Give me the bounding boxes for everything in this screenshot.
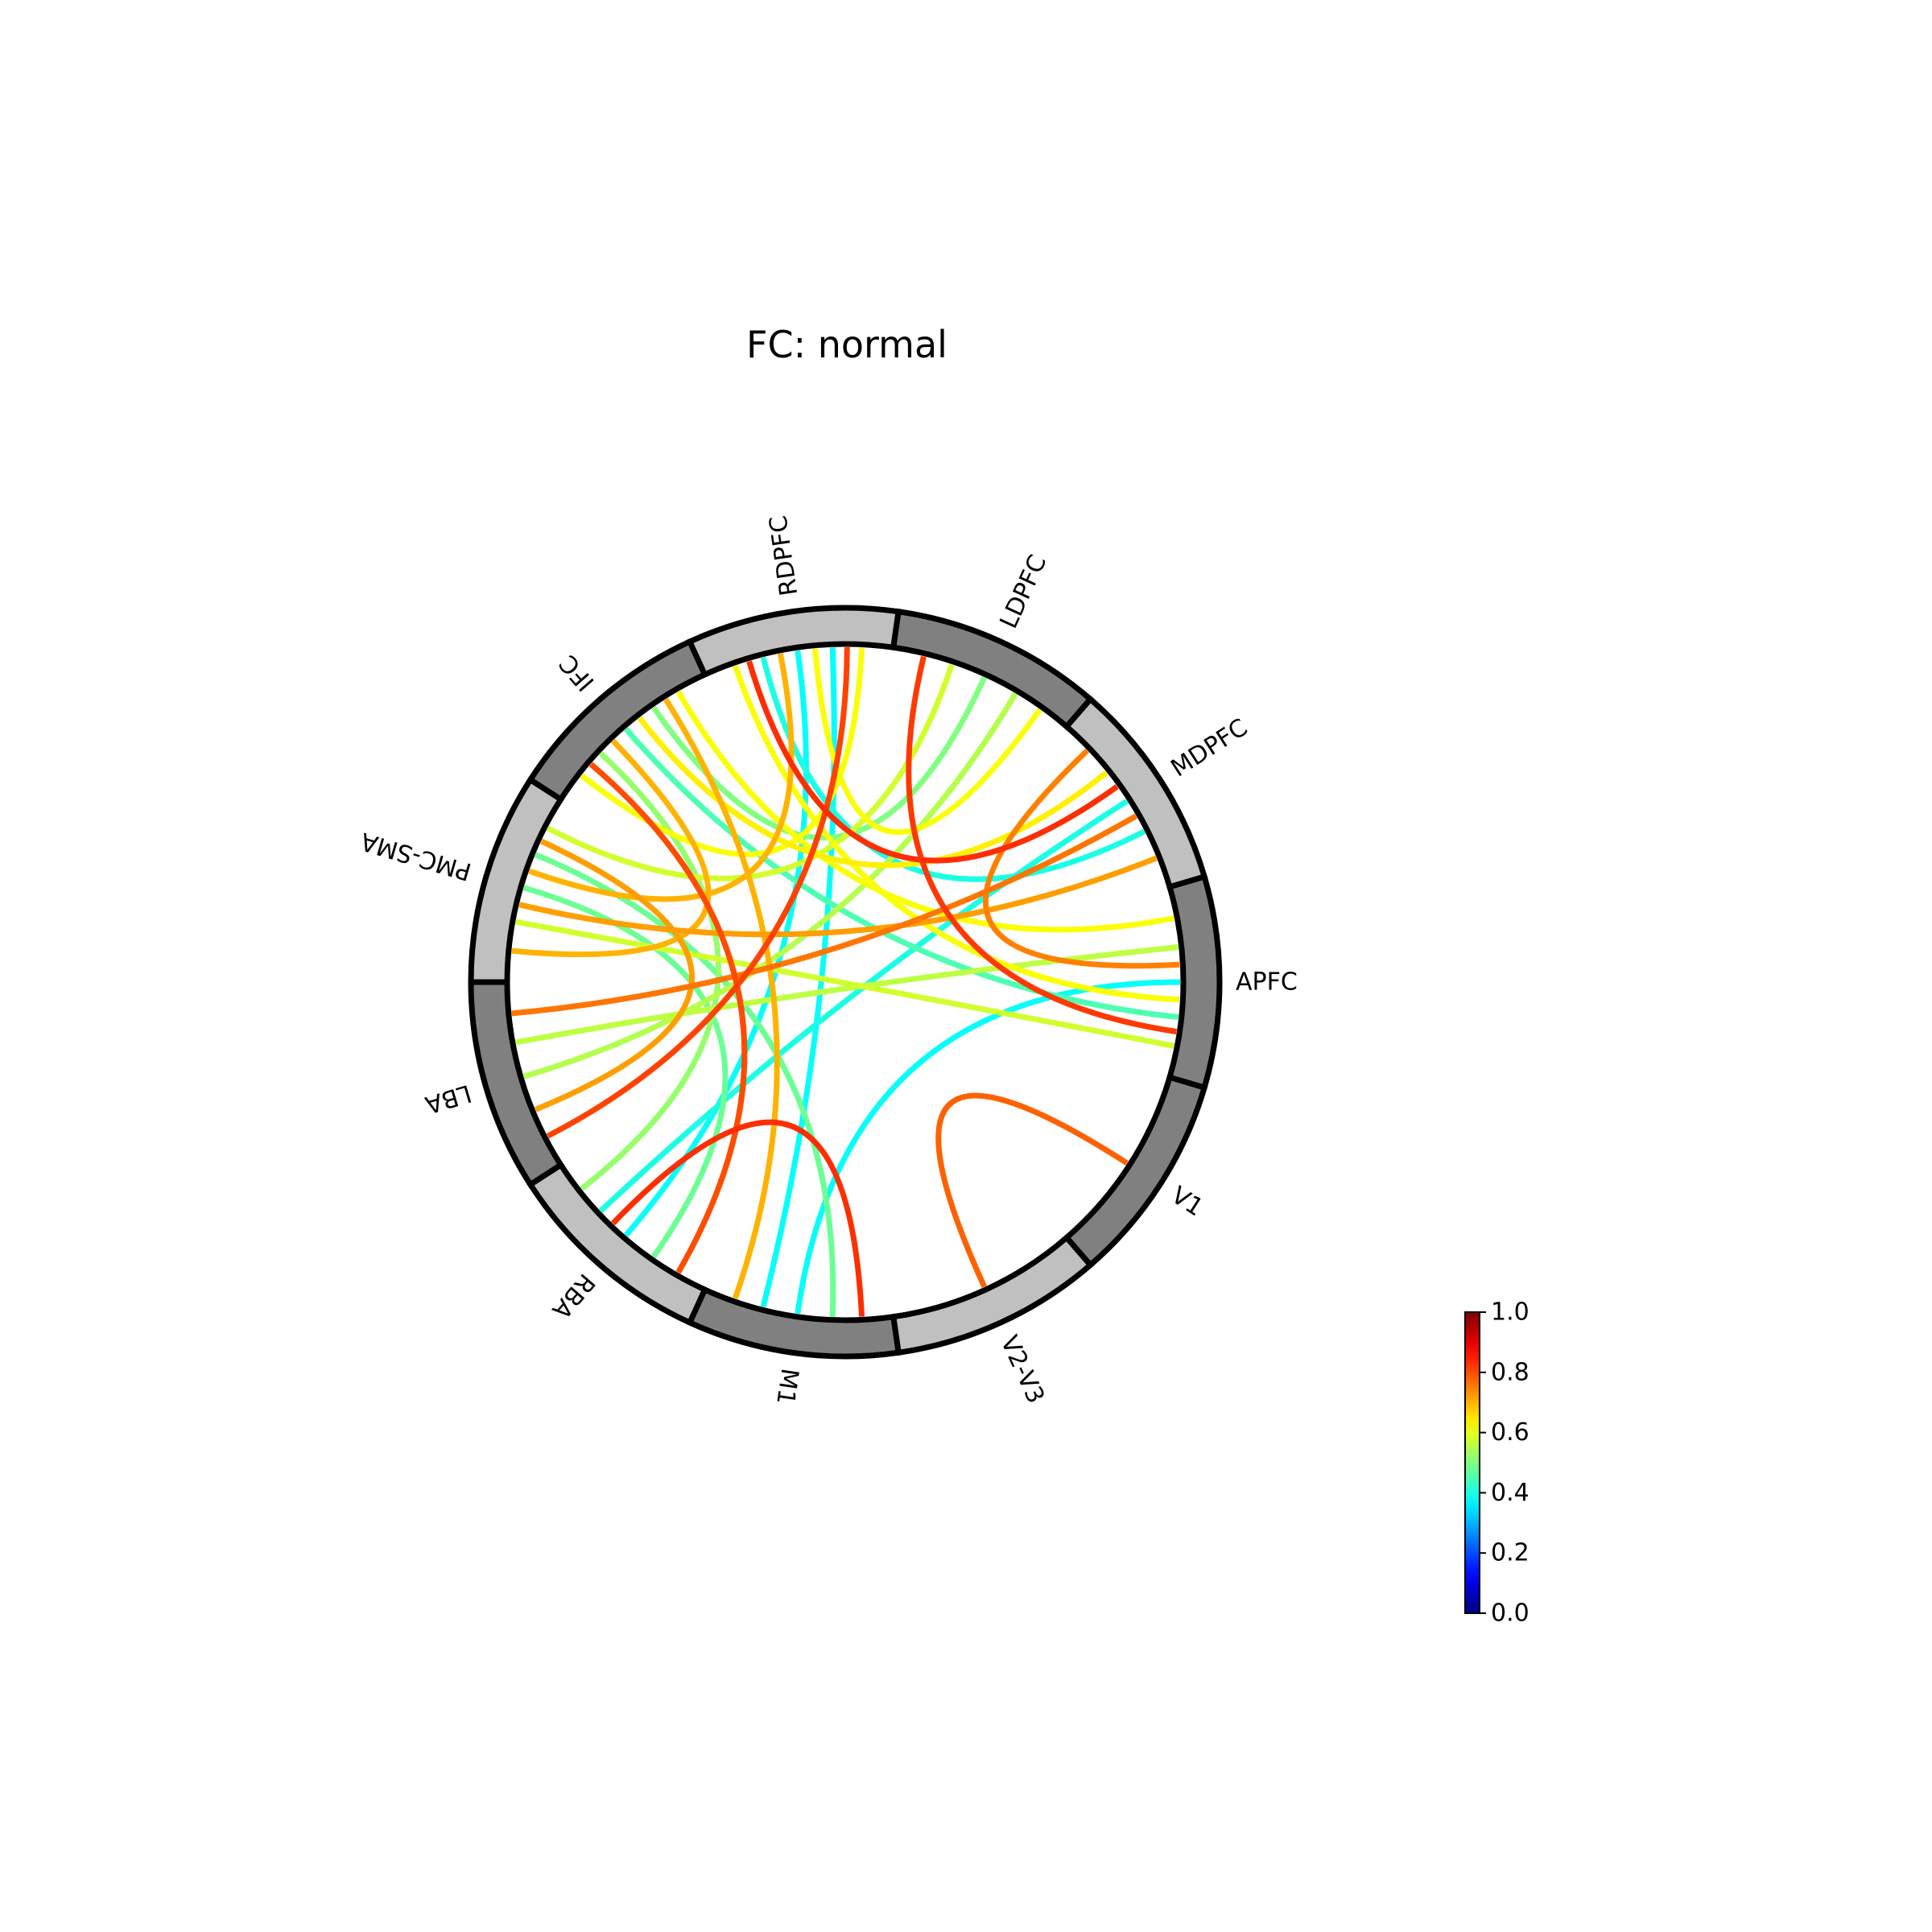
edge-rdpfc-mdpfc [746,660,1119,864]
node-segment-ldpfc [890,608,1095,731]
edge-pmc-sma-mdpfc [518,855,1158,938]
node-ring [468,605,1223,1360]
edge-rba-m1 [610,1119,865,1317]
colorbar-tick-label: 0.8 [1491,1358,1530,1386]
edge-ldpfc-apfc [906,655,1177,1034]
colorbar-tick-label: 0.2 [1491,1539,1530,1567]
edge-v1-v2-v3 [935,1092,1129,1288]
edge-rdpfc-ldpfc [811,648,1042,836]
node-segment-pmc-sma [468,775,565,985]
node-segment-v2-v3 [890,1233,1095,1356]
edge-ifc-rba [588,762,748,1274]
colorbar-tick-label: 0.0 [1491,1600,1530,1628]
edge-rdpfc-lba [546,646,850,1139]
node-label-rba: RBA [546,1268,600,1324]
node-label-ldpfc: LDPFC [995,551,1053,633]
node-segment-rba [526,1161,709,1327]
edge-rdpfc-pmc-sma [528,653,795,902]
edge-lba-apfc [515,944,1179,1046]
node-segment-rdpfc [686,605,902,679]
edge-pmc-sma-ldpfc [546,663,955,881]
node-label-ifc: IFC [554,649,600,696]
colorbar-tick-label: 1.0 [1491,1298,1530,1327]
colorbar-gradient [1464,1311,1480,1614]
node-label-rdpfc: RDPFC [764,514,803,597]
edge-ifc-rba [580,751,721,1191]
connection-edges [511,646,1181,1317]
edge-mdpfc-apfc [982,748,1180,969]
node-label-apfc: APFC [1236,968,1298,997]
edge-ifc-mdpfc [637,716,1108,869]
node-label-pmc-sma: PMC-SMA [357,827,475,886]
node-segment-lba [468,979,565,1189]
edge-ifc-pmc-sma [511,738,712,958]
node-segment-ifc [526,638,709,803]
colorbar-tick-label: 0.4 [1491,1479,1530,1507]
edge-pmc-sma-lba [534,838,695,1113]
edge-rdpfc-apfc [732,664,1180,1003]
node-label-v1: V1 [1166,1181,1208,1222]
edge-pmc-sma-apfc [515,919,1175,1049]
node-segment-m1 [686,1286,902,1360]
edge-rba-mdpfc [598,799,1129,1213]
edge-pmc-sma-rba [522,885,729,1259]
colorbar: 0.0 0.2 0.4 0.6 0.8 1.0 [1464,1298,1530,1628]
edge-mdpfc-lba [511,813,1138,1017]
node-label-m1: M1 [770,1367,803,1407]
node-label-lba: LBA [422,1079,475,1119]
edge-ifc-m1 [663,697,780,1300]
node-label-v2-v3: V2-V3 [995,1331,1051,1408]
node-segment-mdpfc [1063,695,1208,891]
node-label-mdpfc: MDPFC [1166,713,1253,782]
node-segment-v1 [1063,1073,1208,1269]
colorbar-tick-label: 0.6 [1491,1418,1530,1447]
chart-title: FC: normal [746,323,947,366]
